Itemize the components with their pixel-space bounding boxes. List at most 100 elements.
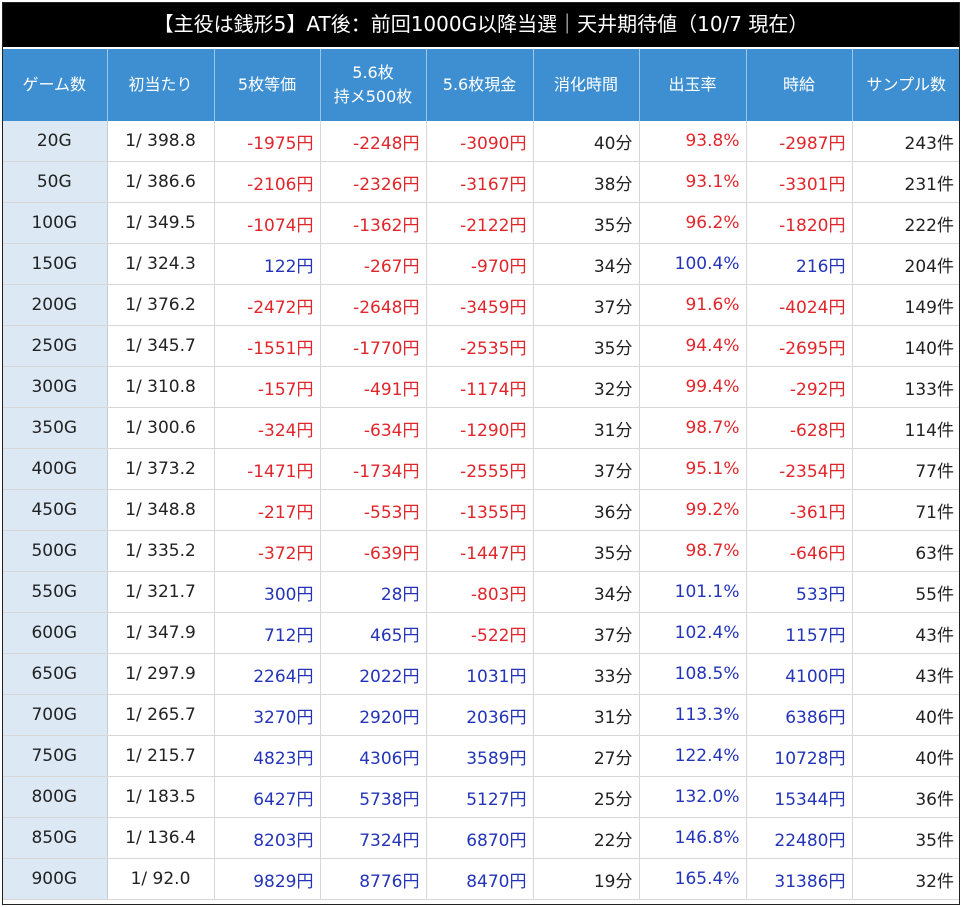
payout-rate-cell: 95.1% (639, 448, 747, 490)
payout-rate-cell: 99.2% (639, 489, 747, 531)
time-cell: 40分 (533, 121, 640, 162)
column-header-label: 5.6枚 (352, 63, 394, 82)
payout-rate-cell: 122.4% (639, 735, 747, 777)
first-hit-cell: 1/ 348.8 (107, 489, 215, 531)
first-hit-cell: 1/ 300.6 (107, 407, 215, 449)
equal-rate-cell: -157円 (214, 366, 321, 408)
first-hit-cell: 1/ 310.8 (107, 366, 215, 408)
cash-rate-cell: 6870円 (426, 817, 534, 859)
table-row: 850G 1/ 136.4 8203円 7324円 6870円 22分 146.8% 2248… (2, 817, 960, 859)
sample-cell: 36件 (852, 776, 960, 818)
column-header-label: ゲーム数 (22, 75, 87, 94)
equal-rate-cell: 4823円 (214, 735, 321, 777)
time-cell: 19分 (533, 858, 640, 900)
time-cell: 37分 (533, 284, 640, 326)
time-cell: 25分 (533, 776, 640, 818)
first-hit-cell: 1/ 321.7 (107, 571, 215, 613)
table-row: 700G 1/ 265.7 3270円 2920円 2036円 31分 113.3% 6386… (2, 694, 960, 736)
equal-rate-cell: 9829円 (214, 858, 321, 900)
sample-cell: 114件 (852, 407, 960, 449)
cash-rate-cell: 3589円 (426, 735, 534, 777)
column-header: 消化時間 (533, 49, 640, 121)
partial-cash-cell: -1734円 (320, 448, 427, 490)
table-row: 550G 1/ 321.7 300円 28円 -803円 34分 101.1% 533円 55件 (2, 571, 960, 613)
equal-rate-cell: 8203円 (214, 817, 321, 859)
table-row: 200G 1/ 376.2 -2472円 -2648円 -3459円 37分 91.6% -4… (2, 284, 960, 326)
sample-cell: 43件 (852, 612, 960, 654)
table-row: 750G 1/ 215.7 4823円 4306円 3589円 27分 122.4% 1072… (2, 735, 960, 777)
first-hit-cell: 1/ 215.7 (107, 735, 215, 777)
payout-rate-cell: 101.1% (639, 571, 747, 613)
partial-cash-cell: -2648円 (320, 284, 427, 326)
partial-cash-cell: 465円 (320, 612, 427, 654)
equal-rate-cell: 2264円 (214, 653, 321, 695)
column-header: 出玉率 (639, 49, 747, 121)
first-hit-cell: 1/ 373.2 (107, 448, 215, 490)
cash-rate-cell: -2535円 (426, 325, 534, 367)
column-header: サンプル数 (852, 49, 960, 121)
first-hit-cell: 1/ 136.4 (107, 817, 215, 859)
payout-rate-cell: 94.4% (639, 325, 747, 367)
cash-rate-cell: -2122円 (426, 202, 534, 244)
expected-value-table: ゲーム数 初当たり 5枚等価 5.6枚 持メ500枚 5.6枚現金 消化時間 出玉率 時給 サンプ… (2, 49, 960, 900)
column-header: 5.6枚現金 (426, 49, 534, 121)
game-count-cell: 850G (2, 817, 108, 859)
payout-rate-cell: 98.7% (639, 407, 747, 449)
table-title: 【主役は銭形5】AT後：前回1000G以降当選｜天井期待値（10/7 現在） (2, 2, 960, 47)
payout-rate-cell: 146.8% (639, 817, 747, 859)
sample-cell: 231件 (852, 161, 960, 203)
table-row: 800G 1/ 183.5 6427円 5738円 5127円 25分 132.0% 1534… (2, 776, 960, 818)
table-row: 650G 1/ 297.9 2264円 2022円 1031円 33分 108.5% 4100… (2, 653, 960, 695)
game-count-cell: 800G (2, 776, 108, 818)
game-count-cell: 300G (2, 366, 108, 408)
table-row: 500G 1/ 335.2 -372円 -639円 -1447円 35分 98.7% -646… (2, 530, 960, 572)
game-count-cell: 550G (2, 571, 108, 613)
game-count-cell: 150G (2, 243, 108, 285)
game-count-cell: 650G (2, 653, 108, 695)
payout-rate-cell: 102.4% (639, 612, 747, 654)
payout-rate-cell: 96.2% (639, 202, 747, 244)
first-hit-cell: 1/ 347.9 (107, 612, 215, 654)
equal-rate-cell: 712円 (214, 612, 321, 654)
hourly-cell: 216円 (746, 243, 853, 285)
payout-rate-cell: 165.4% (639, 858, 747, 900)
partial-cash-cell: 7324円 (320, 817, 427, 859)
time-cell: 31分 (533, 407, 640, 449)
equal-rate-cell: -1551円 (214, 325, 321, 367)
table-body: 20G 1/ 398.8 -1975円 -2248円 -3090円 40分 93.8% -29… (2, 121, 960, 900)
column-header-label: 消化時間 (553, 75, 618, 94)
time-cell: 33分 (533, 653, 640, 695)
game-count-cell: 600G (2, 612, 108, 654)
payout-rate-cell: 132.0% (639, 776, 747, 818)
column-header: ゲーム数 (2, 49, 108, 121)
time-cell: 34分 (533, 571, 640, 613)
sample-cell: 77件 (852, 448, 960, 490)
first-hit-cell: 1/ 345.7 (107, 325, 215, 367)
hourly-cell: 22480円 (746, 817, 853, 859)
hourly-cell: 15344円 (746, 776, 853, 818)
equal-rate-cell: -372円 (214, 530, 321, 572)
time-cell: 22分 (533, 817, 640, 859)
cash-rate-cell: 1031円 (426, 653, 534, 695)
column-header-label: 出玉率 (668, 75, 717, 94)
cash-rate-cell: 8470円 (426, 858, 534, 900)
time-cell: 35分 (533, 325, 640, 367)
equal-rate-cell: 122円 (214, 243, 321, 285)
first-hit-cell: 1/ 265.7 (107, 694, 215, 736)
hourly-cell: -2695円 (746, 325, 853, 367)
equal-rate-cell: -2106円 (214, 161, 321, 203)
equal-rate-cell: -324円 (214, 407, 321, 449)
partial-cash-cell: -2248円 (320, 121, 427, 162)
hourly-cell: 31386円 (746, 858, 853, 900)
first-hit-cell: 1/ 398.8 (107, 121, 215, 162)
sample-cell: 55件 (852, 571, 960, 613)
cash-rate-cell: -522円 (426, 612, 534, 654)
partial-cash-cell: -1770円 (320, 325, 427, 367)
column-header-label: 5枚等価 (237, 75, 297, 94)
table-row: 100G 1/ 349.5 -1074円 -1362円 -2122円 35分 96.2% -1… (2, 202, 960, 244)
time-cell: 27分 (533, 735, 640, 777)
cash-rate-cell: -970円 (426, 243, 534, 285)
table-row: 20G 1/ 398.8 -1975円 -2248円 -3090円 40分 93.8% -29… (2, 121, 960, 162)
sample-cell: 222件 (852, 202, 960, 244)
game-count-cell: 50G (2, 161, 108, 203)
